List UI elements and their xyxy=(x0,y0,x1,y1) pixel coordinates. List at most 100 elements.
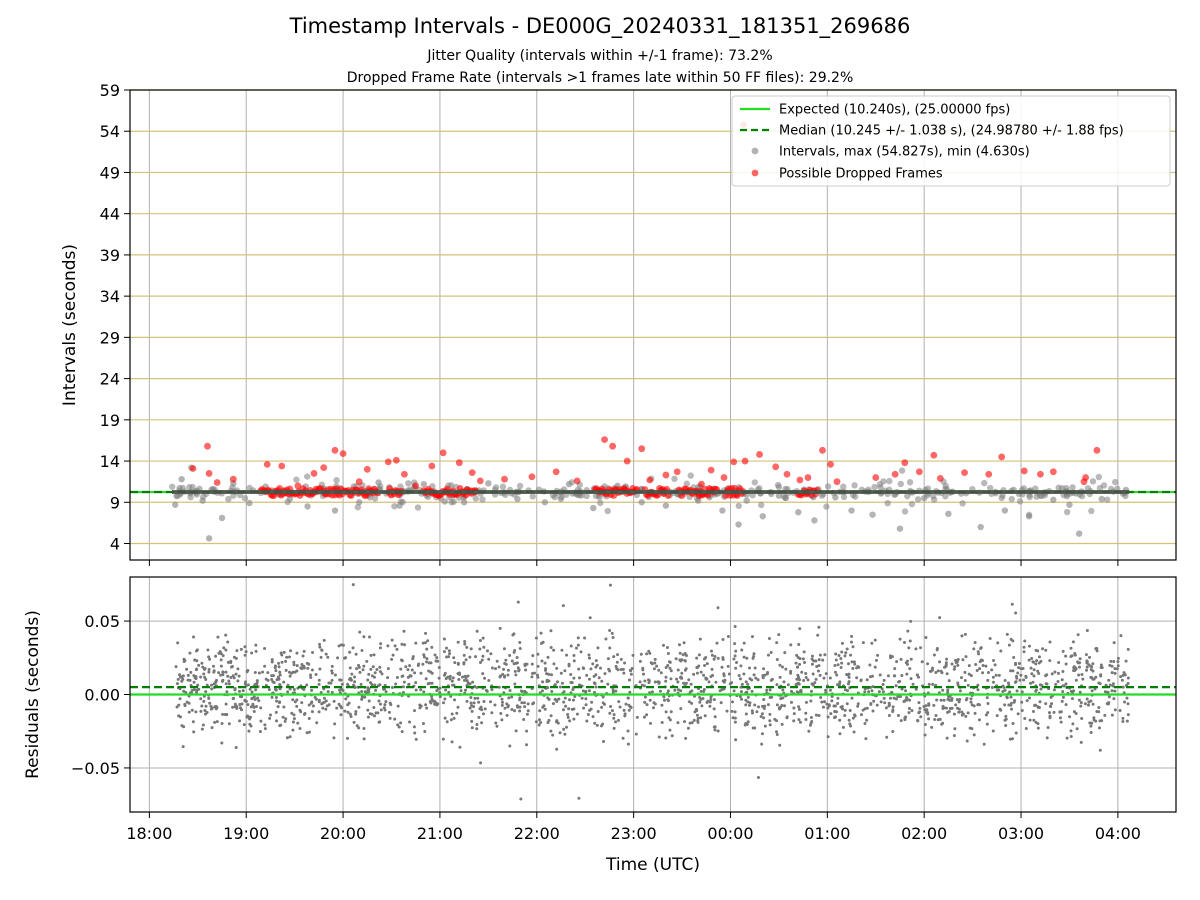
residual-point xyxy=(292,660,296,664)
residual-point xyxy=(577,667,581,671)
residual-point xyxy=(569,673,573,677)
dropped-frame-point xyxy=(1037,470,1044,478)
interval-point xyxy=(354,503,362,511)
residual-point xyxy=(524,668,528,672)
residual-point xyxy=(935,647,939,651)
residual-point xyxy=(979,646,983,650)
residual-point xyxy=(970,727,974,731)
interval-point xyxy=(1050,496,1057,504)
residual-point xyxy=(1080,716,1084,720)
residual-point xyxy=(270,658,274,662)
residual-point xyxy=(1036,705,1040,709)
residual-point xyxy=(908,639,912,643)
interval-point xyxy=(851,482,858,489)
interval-point xyxy=(472,495,479,502)
residual-point xyxy=(775,641,779,645)
residual-point xyxy=(789,689,793,693)
residual-point xyxy=(516,666,520,670)
residual-point xyxy=(175,682,179,686)
residual-point xyxy=(200,661,204,665)
residual-point xyxy=(976,683,980,687)
residual-point xyxy=(739,664,743,668)
residual-point xyxy=(859,713,863,717)
residual-point xyxy=(510,708,514,712)
residual-point xyxy=(1061,669,1065,673)
residual-point xyxy=(662,698,666,702)
residual-point xyxy=(733,720,737,724)
residual-point xyxy=(326,690,330,694)
interval-point xyxy=(832,494,839,501)
residual-point xyxy=(645,713,649,717)
residual-point xyxy=(933,718,937,722)
residual-point xyxy=(991,729,995,733)
residual-point xyxy=(833,715,837,719)
residual-point xyxy=(744,680,748,684)
residual-point xyxy=(1081,677,1085,681)
residual-point xyxy=(275,699,279,703)
residual-point xyxy=(958,689,962,693)
residual-point xyxy=(789,643,793,647)
residual-point xyxy=(567,664,571,668)
residual-point xyxy=(207,655,211,659)
residual-point xyxy=(508,744,512,748)
residual-point xyxy=(1076,633,1080,637)
interval-point xyxy=(441,498,448,505)
residual-point xyxy=(809,689,813,693)
residual-point xyxy=(593,721,597,725)
residual-point xyxy=(264,677,268,681)
residual-point xyxy=(478,660,482,664)
residual-point xyxy=(1020,700,1024,704)
residual-point xyxy=(931,682,935,686)
residual-point xyxy=(682,641,686,645)
residual-point xyxy=(909,619,913,623)
residual-point xyxy=(520,701,524,705)
residual-point xyxy=(848,708,852,712)
residual-point xyxy=(449,718,453,722)
legend-dropped-label: Possible Dropped Frames xyxy=(779,167,943,182)
residual-point xyxy=(798,627,802,631)
residual-point xyxy=(997,673,1001,677)
residual-point xyxy=(905,672,909,676)
residual-point xyxy=(1099,666,1103,670)
residual-point xyxy=(301,654,305,658)
dropped-frame-point xyxy=(205,470,213,477)
interval-point xyxy=(848,507,855,514)
residual-point xyxy=(443,716,447,720)
residual-point xyxy=(315,721,319,725)
residual-point xyxy=(856,702,860,706)
residual-point xyxy=(600,679,604,683)
residual-point xyxy=(1011,639,1015,643)
residual-point xyxy=(1014,663,1018,667)
residual-point xyxy=(1027,644,1031,648)
residual-point xyxy=(414,681,418,685)
residual-point xyxy=(1014,731,1018,735)
residual-point xyxy=(628,668,632,672)
residual-point xyxy=(981,671,985,675)
residual-point xyxy=(804,672,808,676)
residual-point xyxy=(286,683,290,687)
residual-point xyxy=(408,664,412,668)
residual-point xyxy=(1037,661,1041,665)
residual-point xyxy=(634,732,638,736)
dropped-frame-point xyxy=(998,453,1006,461)
interval-point xyxy=(775,483,783,491)
residual-point xyxy=(544,667,548,671)
residual-point xyxy=(1116,664,1120,668)
residual-point xyxy=(662,643,666,647)
dropped-frame-point xyxy=(662,471,670,479)
residual-point xyxy=(1014,611,1018,615)
residual-point xyxy=(614,720,618,724)
residual-point xyxy=(585,719,589,723)
residual-point xyxy=(919,715,923,719)
dropped-frame-point xyxy=(204,442,211,450)
residual-point xyxy=(737,674,741,678)
residual-point xyxy=(292,688,296,692)
residual-point xyxy=(277,701,281,705)
residual-point xyxy=(1071,722,1075,726)
residual-point xyxy=(956,657,960,661)
residual-point xyxy=(178,697,182,701)
residual-point xyxy=(493,703,497,707)
residual-point xyxy=(667,660,671,664)
residual-point xyxy=(861,641,865,645)
residual-point xyxy=(255,705,259,709)
